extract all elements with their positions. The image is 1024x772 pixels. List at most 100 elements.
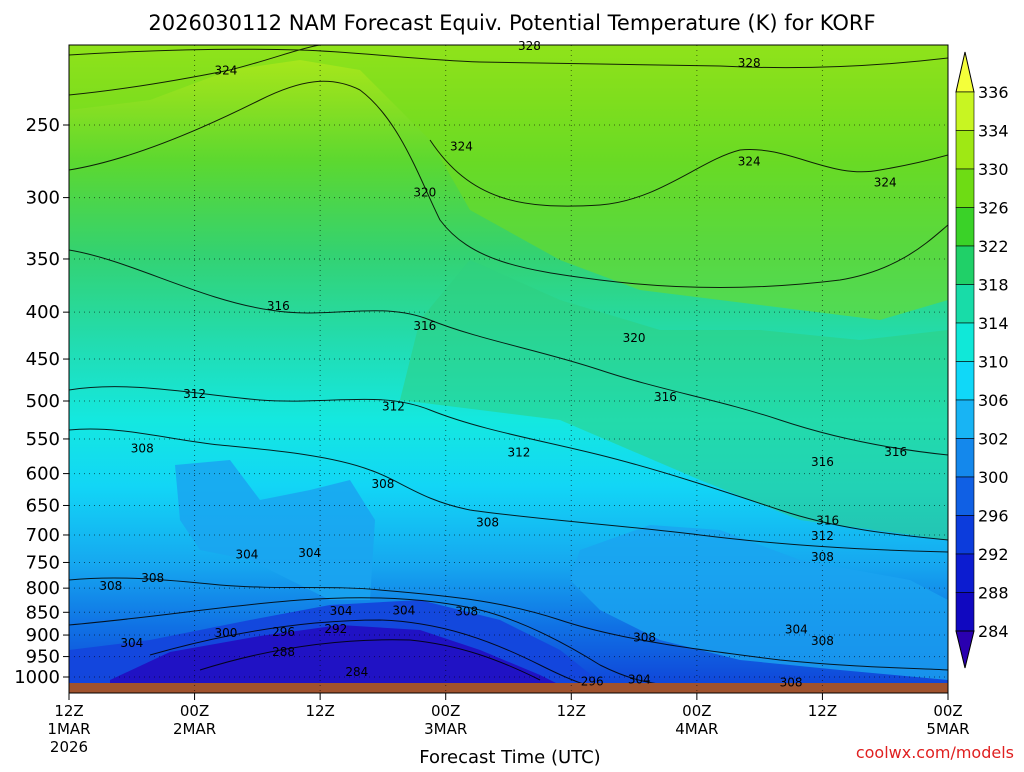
- contour-label: 316: [811, 455, 834, 469]
- y-tick-label: 1000: [14, 667, 60, 688]
- colorbar-label: 288: [978, 584, 1009, 603]
- contour-label: 304: [235, 547, 258, 561]
- source-credit: coolwx.com/models: [856, 743, 1014, 762]
- contour-label: 312: [382, 400, 405, 414]
- contour-label: 324: [874, 176, 897, 190]
- time-gridlines: [68, 45, 949, 700]
- contour-label: 304: [785, 622, 808, 636]
- y-tick-label: 500: [26, 391, 60, 412]
- contour-label: 308: [780, 676, 803, 690]
- y-tick-label: 550: [26, 429, 60, 450]
- colorbar-label: 318: [978, 276, 1009, 295]
- colorbar-label: 334: [978, 122, 1009, 141]
- colorbar-label: 306: [978, 391, 1009, 410]
- contour-label: 320: [623, 331, 646, 345]
- y-tick-label: 450: [26, 349, 60, 370]
- contour-304: [69, 597, 701, 689]
- contour-label: 308: [371, 477, 394, 491]
- contour-label: 304: [120, 636, 143, 650]
- contour-label: 316: [267, 299, 290, 313]
- contour-label: 296: [272, 625, 295, 639]
- x-tick-label: 12Z: [808, 702, 837, 720]
- contour-label: 308: [633, 630, 656, 644]
- y-tick-label: 400: [26, 302, 60, 323]
- y-tick-label: 350: [26, 249, 60, 270]
- y-tick-label: 600: [26, 464, 60, 485]
- colorbar-segment: [955, 361, 975, 401]
- x-tick-date: 2MAR: [173, 720, 216, 738]
- pressure-gridlines: [63, 124, 948, 678]
- contour-label: 284: [345, 665, 368, 679]
- contour-label: 316: [654, 390, 677, 404]
- contour-label: 308: [811, 550, 834, 564]
- contour-308b: [69, 577, 948, 671]
- y-axis-tick-labels: 2503003504004505005506006507007508008509…: [14, 115, 60, 688]
- contour-label: 304: [298, 546, 321, 560]
- colorbar-label: 330: [978, 160, 1009, 179]
- colorbar-label: 292: [978, 545, 1009, 564]
- y-tick-label: 700: [26, 525, 60, 546]
- x-tick-label: 00Z: [431, 702, 460, 720]
- x-tick-label: 00Z: [933, 702, 962, 720]
- x-tick-date: 3MAR: [424, 720, 467, 738]
- contour-label: 304: [392, 603, 415, 617]
- contour-label: 328: [738, 56, 761, 70]
- contour-label: 312: [183, 387, 206, 401]
- contour-label: 304: [628, 672, 651, 686]
- y-tick-label: 750: [26, 552, 60, 573]
- colorbar-top-arrow: [955, 51, 975, 93]
- colorbar-label: 296: [978, 507, 1009, 526]
- contour-label: 288: [272, 645, 295, 659]
- mid-blue-pocket-west: [175, 460, 375, 600]
- contour-label: 308: [99, 579, 122, 593]
- x-tick-date: 5MAR: [926, 720, 969, 738]
- x-axis-label: Forecast Time (UTC): [419, 747, 600, 768]
- contour-label: 320: [413, 185, 436, 199]
- colorbar-label: 284: [978, 622, 1009, 641]
- upper-green-region: [69, 45, 948, 320]
- contour-label: 308: [131, 441, 154, 455]
- colorbar-label: 300: [978, 468, 1009, 487]
- contour-label: 296: [581, 674, 604, 688]
- contour-324a: [69, 45, 321, 96]
- contour-316: [69, 249, 948, 456]
- contour-324b: [429, 139, 948, 207]
- x-tick-year: 2026: [50, 738, 88, 756]
- contour-label: 300: [215, 626, 238, 640]
- contour-label: 304: [330, 604, 353, 618]
- contour-label: 328: [518, 39, 541, 53]
- contour-label: 308: [476, 515, 499, 529]
- y-tick-label: 250: [26, 115, 60, 136]
- colorbar-label: 326: [978, 199, 1009, 218]
- x-tick-label: 12Z: [54, 702, 83, 720]
- chart-title: 2026030112 NAM Forecast Equiv. Potential…: [148, 11, 875, 35]
- colorbar-segment: [955, 515, 975, 555]
- x-tick-label: 12Z: [557, 702, 586, 720]
- colorbar-segment: [955, 399, 975, 439]
- colorbar-segment: [955, 592, 975, 632]
- contour-label: 316: [816, 513, 839, 527]
- x-tick-label: 12Z: [305, 702, 334, 720]
- colorbar-segment: [955, 553, 975, 593]
- colorbar-segment: [955, 438, 975, 478]
- x-tick-date: 4MAR: [675, 720, 718, 738]
- colorbar-label: 322: [978, 237, 1009, 256]
- plot-area: [69, 45, 948, 693]
- contour-328: [69, 48, 948, 69]
- contour-lines: [69, 45, 948, 691]
- y-tick-label: 850: [26, 602, 60, 623]
- y-tick-label: 950: [26, 647, 60, 668]
- contour-label: 316: [413, 319, 436, 333]
- colorbar-segment: [955, 130, 975, 170]
- contour-value-labels: 328 328 324 324 324 324 320 320 316 316 316 316 316 3…: [99, 39, 907, 690]
- colorbar-label: 302: [978, 430, 1009, 449]
- contour-label: 312: [508, 445, 531, 459]
- contour-label: 324: [215, 63, 238, 77]
- mid-green-region: [400, 260, 948, 540]
- colorbar-segment: [955, 476, 975, 516]
- colorbar-segment: [955, 91, 975, 131]
- ground-terrain-strip: [69, 683, 948, 693]
- contour-label: 292: [324, 622, 347, 636]
